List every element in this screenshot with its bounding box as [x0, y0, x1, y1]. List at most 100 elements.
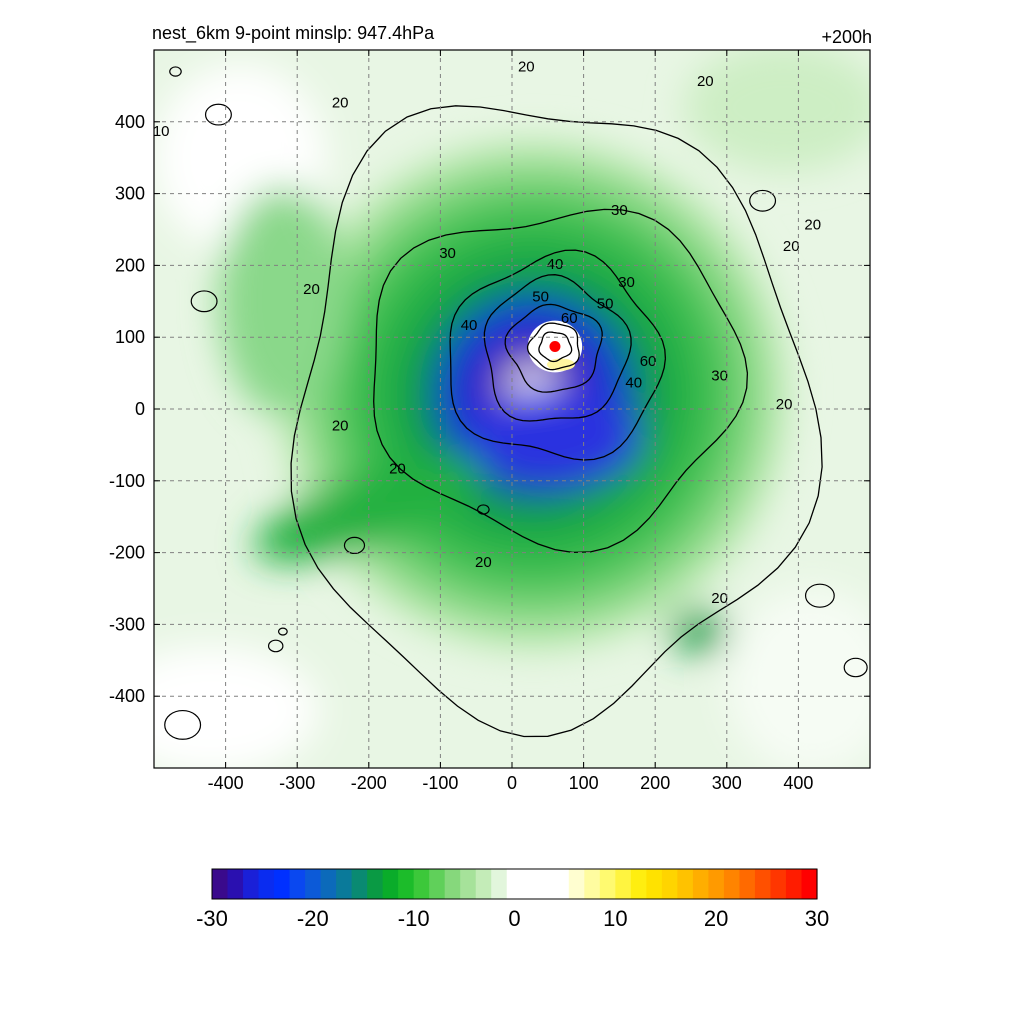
- colorbar-box: [568, 869, 585, 899]
- colorbar-box: [382, 869, 399, 899]
- x-tick-label: 400: [783, 773, 813, 793]
- colorbar: -30 -20 -10 0 10 20 30: [196, 868, 829, 931]
- contour-label: 60: [640, 353, 657, 370]
- contour-label: 20: [332, 418, 349, 435]
- contour-label: 30: [611, 202, 628, 219]
- colorbar-tick-labels: -30 -20 -10 0 10 20 30: [196, 906, 829, 931]
- colorbar-box: [553, 869, 570, 899]
- y-tick-label: 400: [115, 112, 145, 132]
- x-tick-label: 100: [569, 773, 599, 793]
- colorbar-box: [692, 869, 710, 899]
- y-tick-label: -200: [109, 543, 145, 563]
- colorbar-box: [305, 869, 322, 899]
- colorbar-box: [522, 869, 539, 899]
- contour-label: 20: [776, 396, 793, 413]
- contour-label: 30: [618, 274, 635, 291]
- y-tick-label: -100: [109, 471, 145, 491]
- contour-label: 40: [625, 374, 642, 391]
- colorbar-box: [785, 869, 803, 899]
- field-eye-warm: [546, 358, 575, 371]
- colorbar-tick-label: 0: [508, 906, 520, 931]
- contour-small: [277, 627, 288, 636]
- contour-label: 20: [475, 554, 492, 571]
- y-axis-ticks: -400 -300 -200 -100 0 100 200 300 400: [109, 112, 870, 706]
- contour-small: [843, 657, 868, 678]
- contour-small: [204, 103, 232, 126]
- colorbar-box: [336, 869, 353, 899]
- contour-label: 10: [153, 123, 170, 140]
- contour-ring: [504, 303, 603, 393]
- x-tick-label: 300: [712, 773, 742, 793]
- colorbar-box: [615, 869, 632, 899]
- x-tick-label: 0: [507, 773, 517, 793]
- contour-ring: [483, 274, 632, 422]
- y-tick-label: 100: [115, 327, 145, 347]
- colorbar-tick-label: 20: [704, 906, 728, 931]
- colorbar-box: [537, 869, 554, 899]
- colorbar-box: [677, 869, 694, 899]
- contour-small: [164, 709, 202, 740]
- chart-title: nest_6km 9-point minslp: 947.4hPa: [152, 23, 435, 44]
- field-patch: [683, 50, 870, 173]
- contour-label: 20: [783, 238, 800, 255]
- y-tick-label: -400: [109, 686, 145, 706]
- contour-label: 30: [711, 367, 728, 384]
- y-tick-label: 300: [115, 184, 145, 204]
- colorbar-box: [646, 869, 663, 899]
- contour-label: 20: [389, 461, 406, 478]
- colorbar-box: [770, 869, 787, 899]
- colorbar-box: [739, 869, 756, 899]
- x-axis-ticks: -400 -300 -200 -100 0 100 200 300 400: [208, 50, 813, 793]
- contour-ring: [449, 249, 667, 461]
- contour-small: [477, 504, 490, 515]
- x-tick-label: 200: [640, 773, 670, 793]
- contour-label: 40: [547, 256, 564, 273]
- colorbar-box: [274, 869, 291, 899]
- colorbar-box: [227, 869, 244, 899]
- colorbar-box: [584, 869, 601, 899]
- colorbar-tick-label: 10: [603, 906, 627, 931]
- colorbar-box: [630, 869, 647, 899]
- colorbar-box: [599, 869, 616, 899]
- contour-small: [267, 639, 284, 653]
- colorbar-box: [491, 869, 508, 899]
- colorbar-box: [367, 869, 384, 899]
- contour-label: 20: [804, 217, 821, 234]
- colorbar-box: [801, 869, 818, 899]
- forecast-hour-label: +200h: [821, 27, 872, 47]
- contour-small: [190, 290, 218, 313]
- colorbar-frame: [211, 868, 818, 900]
- colorbar-tick-label: -30: [196, 906, 228, 931]
- contour-label: 20: [303, 281, 320, 298]
- colorbar-box: [243, 869, 260, 899]
- colorbar-box: [723, 869, 741, 899]
- contour-label: 50: [597, 295, 614, 312]
- colorbar-box: [506, 869, 523, 899]
- contour-small: [343, 536, 366, 555]
- y-tick-label: -300: [109, 614, 145, 634]
- colorbar-box: [475, 869, 492, 899]
- contour-ring: [373, 208, 749, 554]
- colorbar-tick-label: -10: [398, 906, 430, 931]
- colorbar-box: [351, 869, 368, 899]
- x-tick-label: -200: [351, 773, 387, 793]
- colorbar-box: [661, 869, 678, 899]
- contour-label: 60: [561, 310, 578, 327]
- field-band: [469, 387, 641, 488]
- colorbar-box: [320, 869, 337, 899]
- colorbar-box: [708, 869, 725, 899]
- contour-label: 30: [439, 245, 456, 262]
- contour-small: [804, 583, 835, 608]
- field-band: [218, 186, 348, 417]
- colorbar-box: [258, 869, 275, 899]
- contour-label: 20: [697, 73, 714, 90]
- colorbar-boxes: [212, 869, 818, 899]
- colorbar-box: [754, 869, 772, 899]
- x-tick-label: -300: [279, 773, 315, 793]
- contour-label: 50: [532, 288, 549, 305]
- colorbar-box: [212, 869, 229, 899]
- colorbar-box: [429, 869, 446, 899]
- field-band: [669, 610, 727, 654]
